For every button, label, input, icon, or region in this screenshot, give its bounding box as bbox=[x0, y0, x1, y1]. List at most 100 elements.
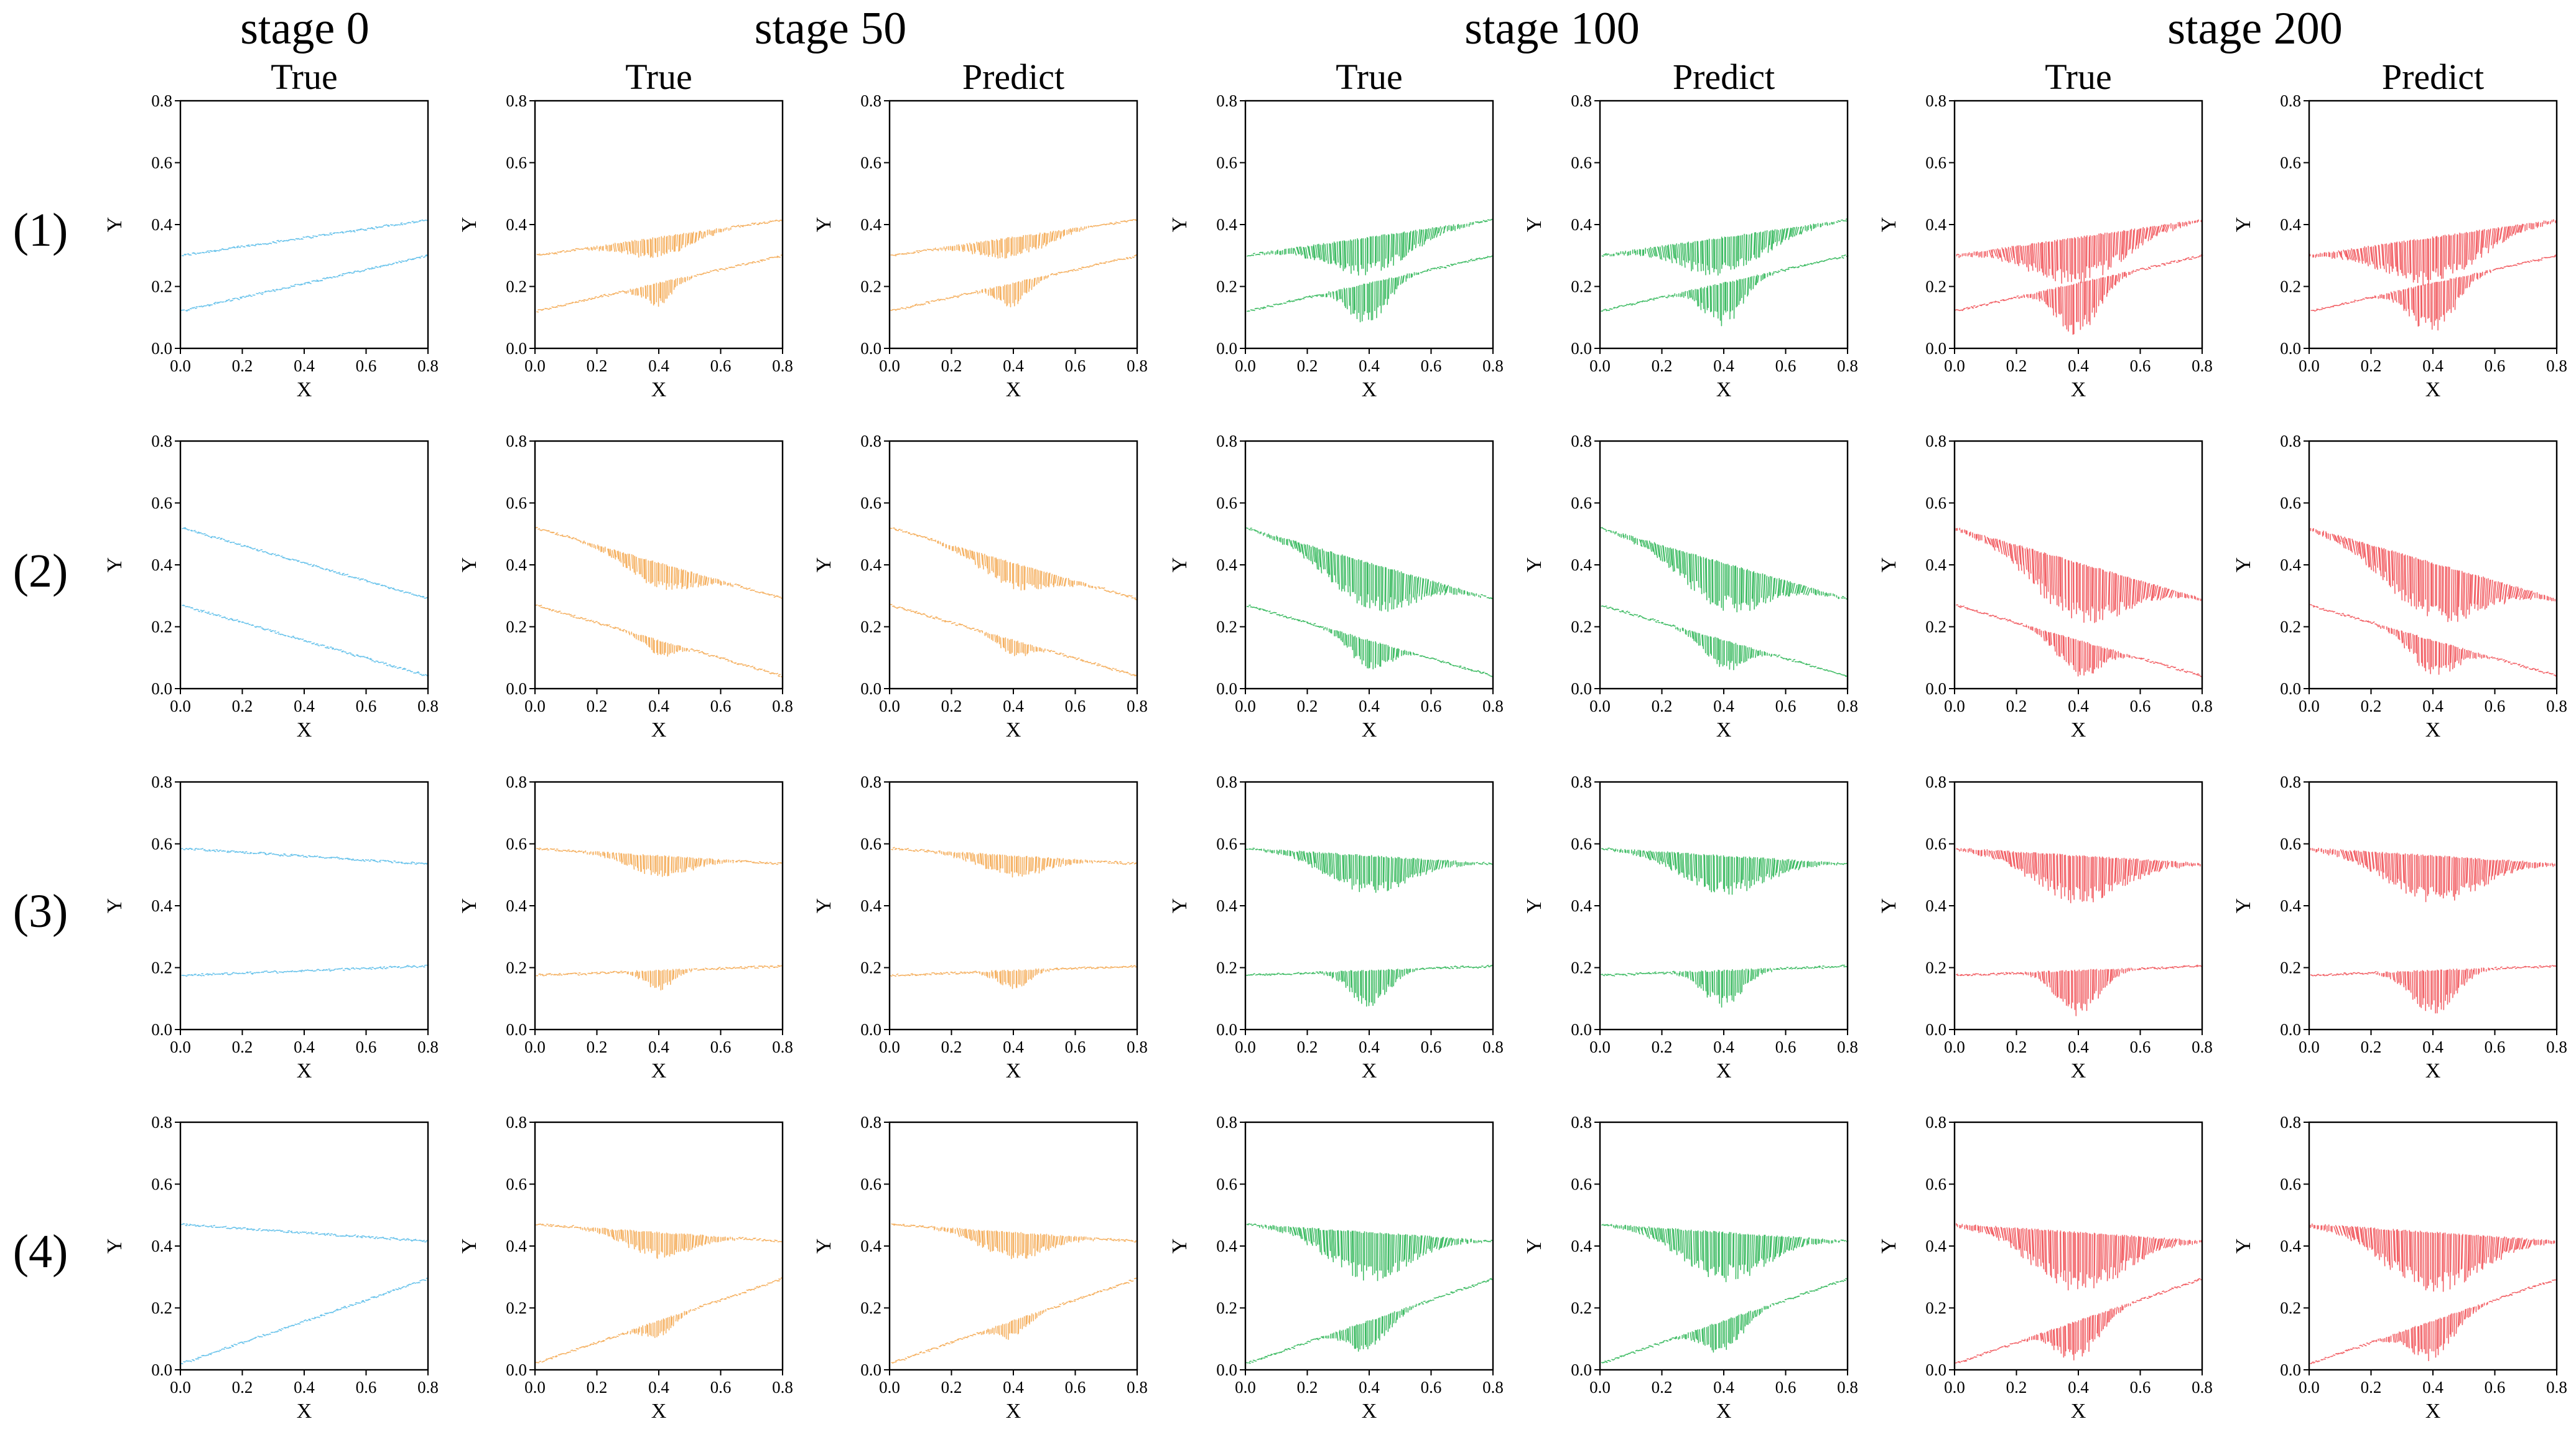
x-tick-label: 0.8 bbox=[1837, 356, 1858, 375]
interface-lower-streaks bbox=[890, 603, 1137, 677]
y-tick-label: 0.6 bbox=[860, 1175, 881, 1194]
y-tick-label: 0.6 bbox=[1216, 1175, 1237, 1194]
interface-lower-streaks bbox=[181, 964, 429, 977]
x-tick-label: 0.0 bbox=[1944, 1378, 1965, 1397]
interface-lower-streaks bbox=[535, 604, 783, 678]
x-tick-label: 0.4 bbox=[648, 356, 669, 375]
column-title-3: True bbox=[1336, 57, 1402, 97]
x-axis-label: X bbox=[297, 1059, 312, 1082]
axes-frame bbox=[2308, 1121, 2558, 1371]
axes-frame bbox=[534, 100, 784, 350]
stage-title-200: stage 200 bbox=[2167, 3, 2343, 54]
panel-r1-c1: 0.0 0.2 0.4 0.6 0.8 0.0 0.2 0.4 0.6 0.8 X Y bbox=[103, 91, 439, 401]
x-axis-label: X bbox=[1006, 1059, 1021, 1082]
x-tick-label: 0.0 bbox=[1944, 697, 1965, 715]
y-tick-label: 0.8 bbox=[151, 773, 172, 791]
x-axis-label: X bbox=[2425, 1400, 2441, 1423]
x-axis-label: X bbox=[1716, 1400, 1732, 1423]
y-tick-label: 0.4 bbox=[506, 1237, 527, 1255]
x-tick-label: 0.4 bbox=[1003, 697, 1024, 715]
y-tick-label: 0.0 bbox=[1571, 339, 1592, 358]
x-tick-label: 0.8 bbox=[1482, 1038, 1504, 1056]
x-tick-label: 0.4 bbox=[648, 1038, 669, 1056]
x-tick-label: 0.0 bbox=[170, 1378, 191, 1397]
y-tick-label: 0.6 bbox=[2280, 154, 2301, 172]
y-tick-label: 0.4 bbox=[151, 556, 172, 574]
interface-upper-streaks bbox=[890, 219, 1138, 259]
x-tick-label: 0.8 bbox=[2192, 697, 2213, 715]
x-tick-label: 0.6 bbox=[356, 697, 377, 715]
y-tick-label: 0.4 bbox=[1216, 215, 1237, 234]
panel-r2-c1: 0.0 0.2 0.4 0.6 0.8 0.0 0.2 0.4 0.6 0.8 X Y bbox=[103, 432, 439, 742]
y-axis-label: Y bbox=[1523, 898, 1546, 914]
y-axis-label: Y bbox=[812, 898, 835, 914]
x-tick-label: 0.4 bbox=[1003, 1038, 1024, 1056]
x-tick-label: 0.2 bbox=[1297, 1378, 1318, 1397]
y-tick-label: 0.0 bbox=[1571, 679, 1592, 698]
x-tick-label: 0.2 bbox=[2006, 356, 2027, 375]
interface-upper-streaks bbox=[1247, 218, 1493, 276]
interface-lower-streaks bbox=[890, 254, 1138, 311]
interface-upper-streaks bbox=[1601, 218, 1848, 276]
y-tick-label: 0.4 bbox=[506, 556, 527, 574]
y-tick-label: 0.2 bbox=[151, 618, 172, 636]
x-tick-label: 0.0 bbox=[879, 1378, 900, 1397]
y-tick-label: 0.8 bbox=[1925, 432, 1946, 450]
y-tick-label: 0.6 bbox=[1216, 835, 1237, 853]
column-title-0: True bbox=[271, 57, 337, 97]
y-tick-label: 0.2 bbox=[860, 959, 881, 977]
y-tick-label: 0.0 bbox=[2280, 339, 2301, 358]
x-tick-label: 0.4 bbox=[2422, 1378, 2443, 1397]
y-tick-label: 0.0 bbox=[1571, 1360, 1592, 1379]
y-tick-label: 0.2 bbox=[1216, 1299, 1237, 1318]
y-tick-label: 0.8 bbox=[1925, 773, 1946, 791]
interface-upper-streaks bbox=[890, 528, 1137, 600]
axes-frame bbox=[179, 440, 429, 690]
x-tick-label: 0.0 bbox=[1944, 356, 1965, 375]
x-axis-label: X bbox=[1716, 378, 1732, 401]
x-tick-label: 0.6 bbox=[1421, 697, 1442, 715]
interface-lower-streaks bbox=[1601, 1278, 1848, 1364]
y-tick-label: 0.6 bbox=[506, 835, 527, 853]
interface-upper-streaks bbox=[1956, 219, 2202, 284]
y-tick-label: 0.8 bbox=[1571, 1113, 1592, 1132]
x-tick-label: 0.2 bbox=[941, 1378, 962, 1397]
x-tick-label: 0.6 bbox=[1775, 1038, 1797, 1056]
y-tick-label: 0.2 bbox=[151, 959, 172, 977]
y-tick-label: 0.2 bbox=[1216, 277, 1237, 296]
y-tick-label: 0.0 bbox=[151, 1020, 172, 1039]
interface-upper-streaks bbox=[181, 1223, 429, 1243]
interface-lower-streaks bbox=[535, 1277, 783, 1364]
y-tick-label: 0.4 bbox=[2280, 556, 2301, 574]
y-axis-label: Y bbox=[2232, 898, 2255, 914]
x-tick-label: 0.6 bbox=[2130, 1038, 2151, 1056]
y-tick-label: 0.4 bbox=[860, 896, 881, 915]
y-tick-label: 0.0 bbox=[1216, 1360, 1237, 1379]
y-tick-label: 0.6 bbox=[1571, 154, 1592, 172]
y-axis-label: Y bbox=[1168, 1239, 1191, 1254]
y-axis-label: Y bbox=[1168, 557, 1191, 573]
interface-lower-streaks bbox=[182, 604, 429, 677]
x-axis-label: X bbox=[297, 1400, 312, 1423]
x-axis-label: X bbox=[297, 718, 312, 742]
y-tick-label: 0.2 bbox=[2280, 618, 2301, 636]
x-tick-label: 0.6 bbox=[1775, 1378, 1797, 1397]
y-tick-label: 0.4 bbox=[1571, 556, 1592, 574]
x-tick-label: 0.6 bbox=[2485, 1038, 2506, 1056]
panel-r1-c4: 0.0 0.2 0.4 0.6 0.8 0.0 0.2 0.4 0.6 0.8 X Y bbox=[1168, 91, 1504, 401]
interface-lower-streaks bbox=[1601, 254, 1849, 327]
x-tick-label: 0.2 bbox=[2361, 1038, 2382, 1056]
x-tick-label: 0.8 bbox=[1127, 1378, 1148, 1397]
y-tick-label: 0.0 bbox=[1571, 1020, 1592, 1039]
y-tick-label: 0.0 bbox=[1216, 1020, 1237, 1039]
stage-title-100: stage 100 bbox=[1464, 3, 1640, 54]
x-tick-label: 0.4 bbox=[294, 1038, 315, 1056]
y-axis-label: Y bbox=[1523, 217, 1546, 233]
y-axis-label: Y bbox=[1168, 217, 1191, 233]
y-tick-label: 0.8 bbox=[506, 773, 527, 791]
y-tick-label: 0.0 bbox=[2280, 679, 2301, 698]
interface-lower-streaks bbox=[1247, 255, 1494, 323]
y-tick-label: 0.0 bbox=[506, 1360, 527, 1379]
panel-r2-c5: 0.0 0.2 0.4 0.6 0.8 0.0 0.2 0.4 0.6 0.8 X Y bbox=[1523, 432, 1858, 742]
x-tick-label: 0.0 bbox=[1235, 697, 1256, 715]
